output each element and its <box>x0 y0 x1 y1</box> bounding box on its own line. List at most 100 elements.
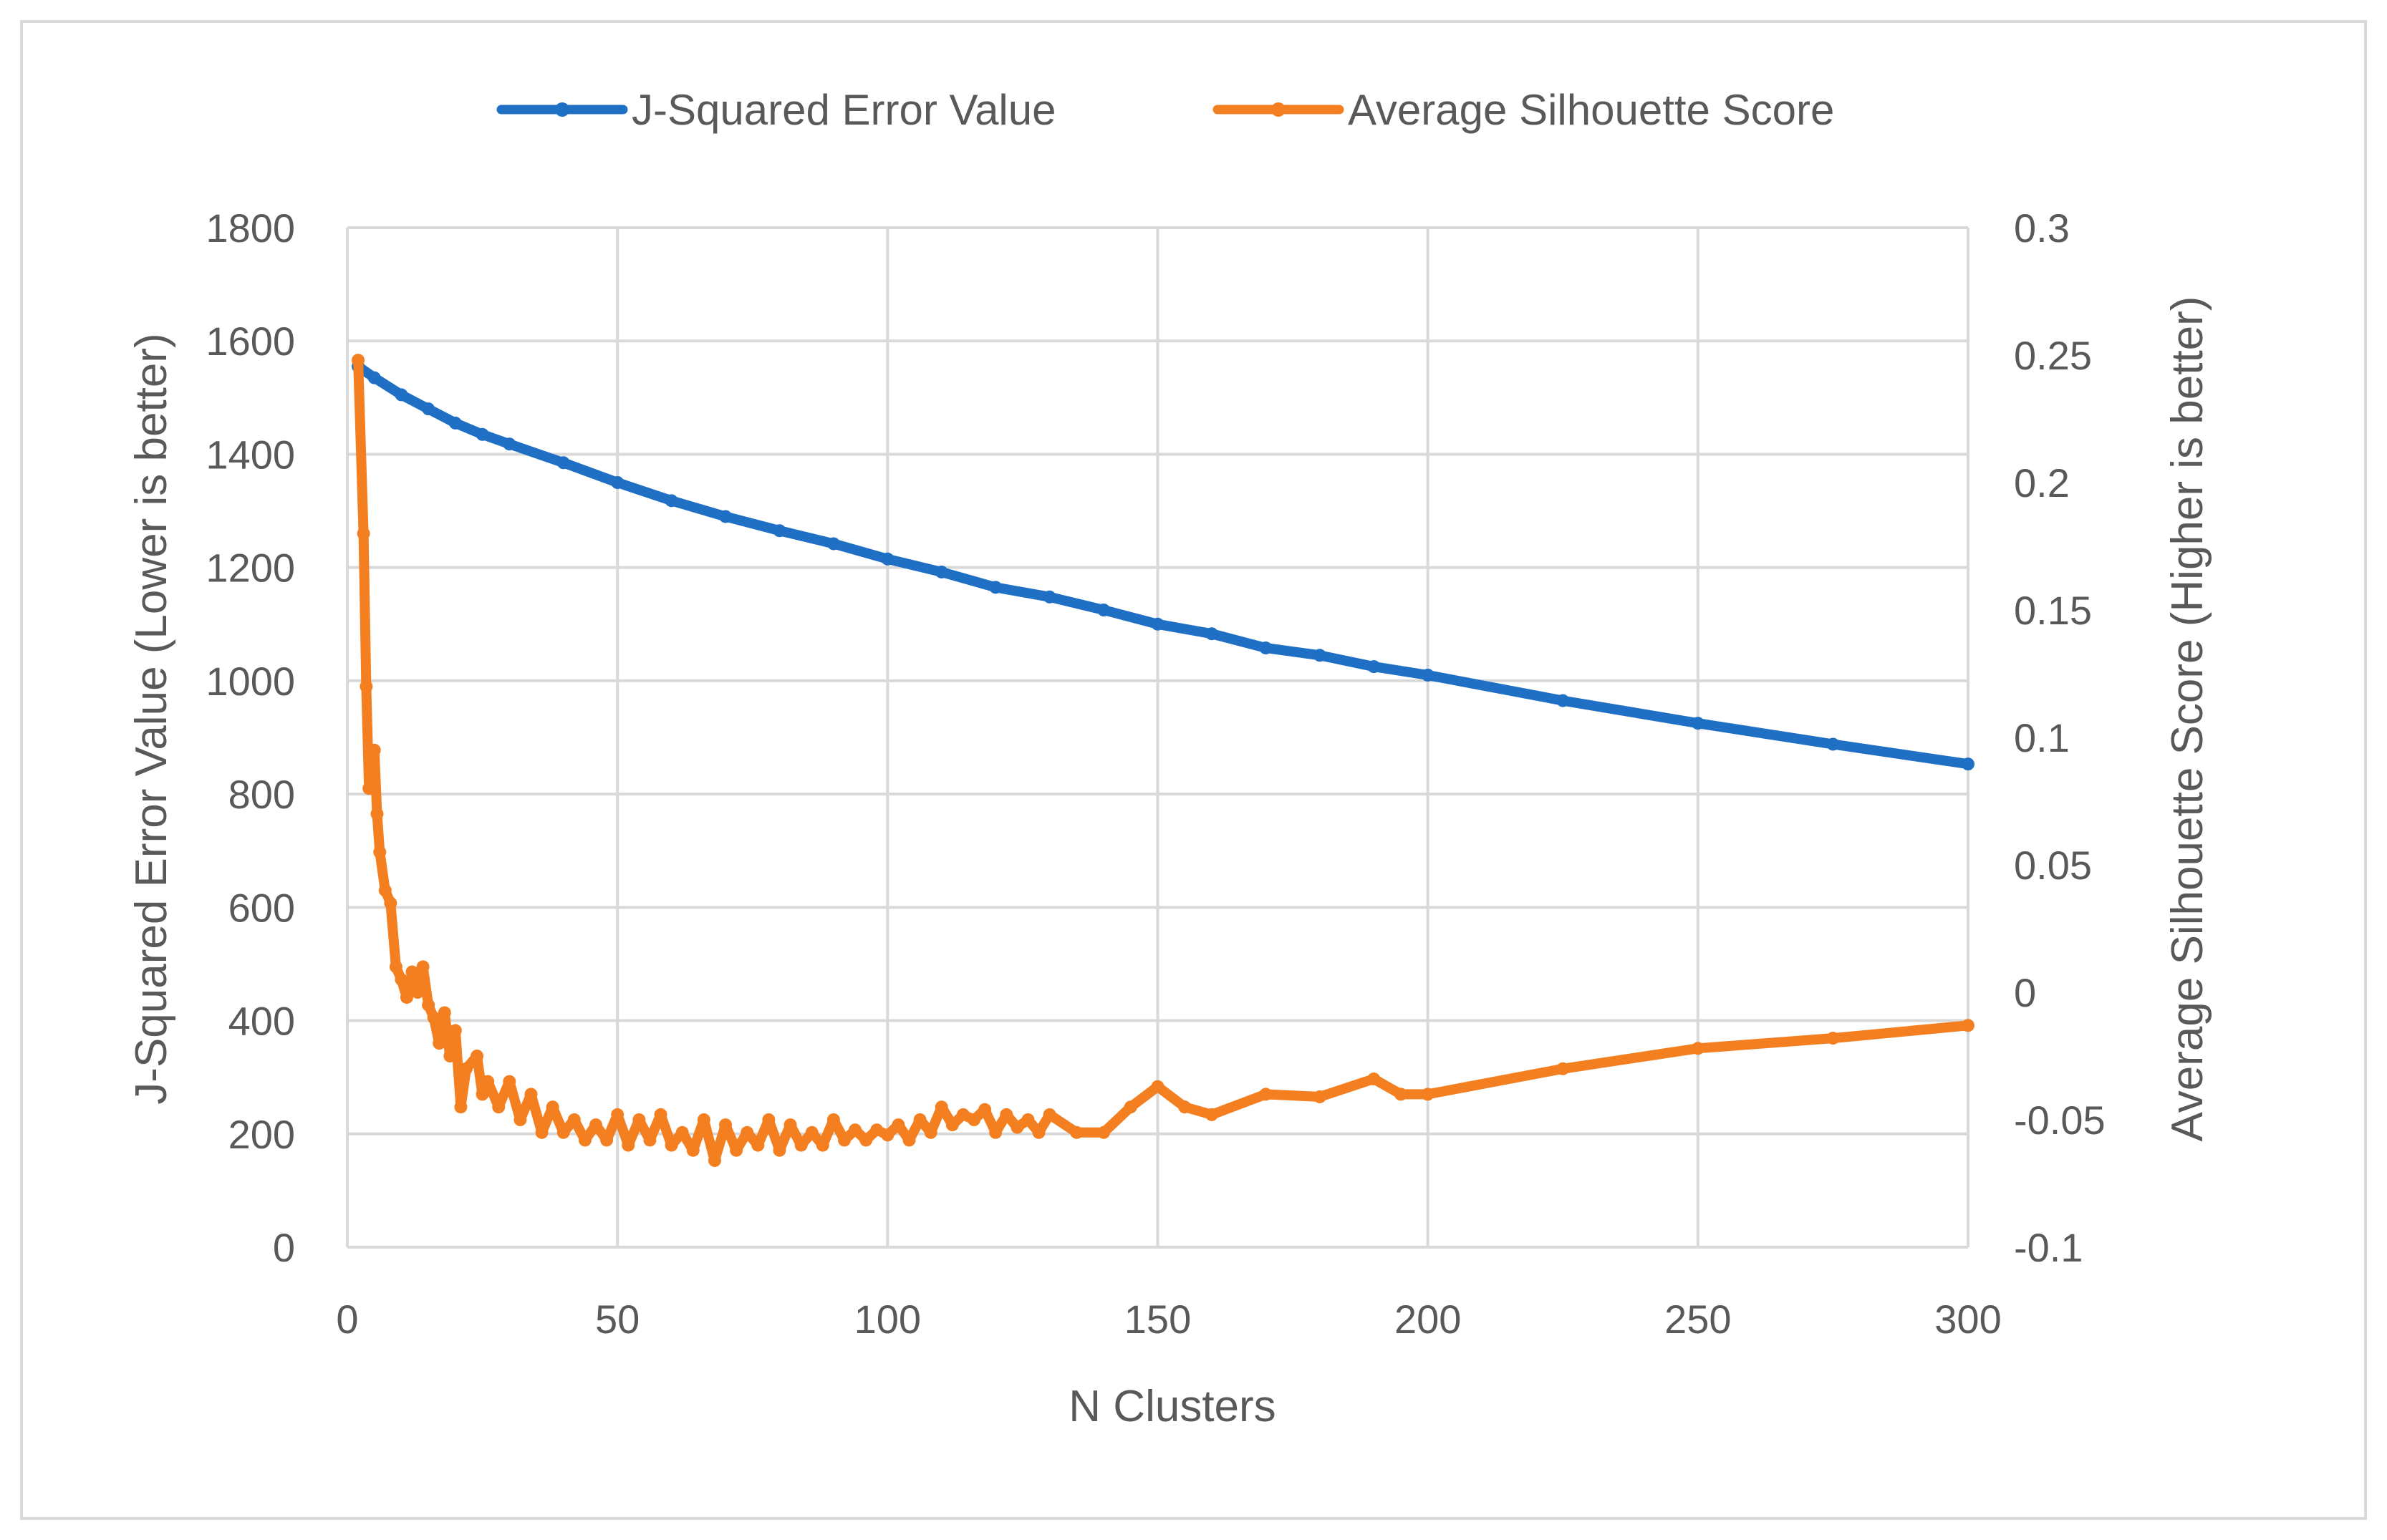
series-1-point-57 <box>826 1113 840 1126</box>
series-1-point-5 <box>370 807 384 820</box>
x-tick-label-4: 200 <box>1394 1297 1461 1342</box>
y2-tick-label-0: -0.1 <box>2014 1225 2083 1270</box>
series-1-point-63 <box>892 1118 905 1132</box>
series-layer <box>352 354 1974 1167</box>
y2-tick-label-5: 0.15 <box>2014 588 2092 633</box>
series-1-point-16 <box>427 1011 440 1025</box>
series-0-point-10 <box>719 510 733 523</box>
y-tick-label-8: 1600 <box>206 319 295 364</box>
series-1-point-71 <box>978 1103 992 1116</box>
series-1-point-27 <box>503 1075 516 1088</box>
series-line-0 <box>353 361 1973 770</box>
series-1-point-60 <box>859 1133 873 1147</box>
series-1-point-17 <box>433 1037 446 1050</box>
y-tick-label-3: 600 <box>228 885 295 930</box>
legend-marker-j-squared <box>555 102 569 117</box>
series-0-point-17 <box>1097 604 1111 616</box>
series-0-point-19 <box>1205 627 1218 641</box>
y2-tick-label-1: -0.05 <box>2014 1098 2106 1143</box>
series-0-point-12 <box>826 537 840 551</box>
series-1-point-28 <box>513 1113 527 1126</box>
series-1-point-4 <box>367 743 381 757</box>
series-0-point-26 <box>1826 737 1840 751</box>
series-1-point-0 <box>352 354 365 367</box>
grid-layer <box>346 226 1969 1249</box>
series-1-point-76 <box>1032 1125 1046 1139</box>
series-1-point-40 <box>643 1133 657 1147</box>
series-1-point-41 <box>654 1108 667 1121</box>
series-1-point-59 <box>849 1123 862 1137</box>
series-1-point-79 <box>1097 1125 1111 1139</box>
series-1-point-29 <box>524 1088 538 1101</box>
series-1-point-85 <box>1313 1090 1326 1103</box>
series-1-point-82 <box>1178 1100 1192 1114</box>
series-1-point-74 <box>1011 1120 1024 1134</box>
series-1-point-13 <box>411 986 425 999</box>
series-1-point-49 <box>741 1125 754 1139</box>
series-1-point-22 <box>459 1062 473 1075</box>
chart-frame <box>20 20 2367 1520</box>
series-1-point-25 <box>481 1075 495 1088</box>
series-0-point-5 <box>476 427 489 441</box>
series-1-point-91 <box>1826 1032 1840 1045</box>
series-1-point-51 <box>762 1113 776 1126</box>
series-1-point-20 <box>448 1024 462 1037</box>
series-1-point-35 <box>589 1118 602 1132</box>
series-1-point-31 <box>546 1100 559 1114</box>
y-tick-label-9: 1800 <box>206 205 295 251</box>
series-1-point-42 <box>665 1138 678 1152</box>
series-1-point-88 <box>1421 1088 1434 1101</box>
x-tick-label-1: 50 <box>595 1297 640 1342</box>
x-tick-label-0: 0 <box>336 1297 358 1342</box>
series-1-point-43 <box>675 1125 689 1139</box>
series-0-point-6 <box>503 437 516 451</box>
series-1-point-56 <box>816 1138 829 1152</box>
y2-tick-label-2: 0 <box>2014 970 2036 1015</box>
series-0-point-11 <box>773 524 786 538</box>
series-1-point-9 <box>389 960 402 974</box>
y-tick-label-0: 0 <box>273 1225 295 1270</box>
series-1-point-6 <box>373 846 387 859</box>
x-axis-title: N Clusters <box>1069 1382 1276 1431</box>
series-0-point-15 <box>989 581 1003 594</box>
x-tick-label-2: 100 <box>854 1297 921 1342</box>
series-1-point-66 <box>924 1125 937 1139</box>
legend-marker-silhouette <box>1271 102 1286 117</box>
series-1-point-7 <box>378 883 392 897</box>
x-axis-ticks: 0 50 100 150 200 250 300 <box>336 1297 2001 1342</box>
y-tick-label-5: 1000 <box>206 659 295 704</box>
series-1-point-84 <box>1259 1088 1273 1101</box>
series-1-point-45 <box>697 1113 710 1126</box>
series-0-point-21 <box>1313 649 1326 662</box>
y-axis-ticks: 0 200 400 600 800 1000 1200 1400 1600 1800 <box>206 205 295 1270</box>
series-0-point-14 <box>935 565 948 578</box>
series-0-point-1 <box>367 371 381 384</box>
y-tick-label-2: 400 <box>228 999 295 1044</box>
series-1-point-50 <box>751 1138 765 1152</box>
series-1-point-18 <box>438 1006 451 1020</box>
series-1-point-65 <box>913 1113 927 1126</box>
series-1-point-67 <box>935 1100 948 1114</box>
series-1-point-83 <box>1205 1108 1218 1121</box>
y2-axis-title: Average Silhouette Score (Higher is bett… <box>2163 296 2212 1142</box>
series-1-point-33 <box>567 1113 581 1126</box>
y-tick-label-1: 200 <box>228 1112 295 1157</box>
series-1-point-39 <box>632 1113 646 1126</box>
series-1-point-70 <box>968 1113 981 1126</box>
series-1-point-68 <box>945 1118 959 1132</box>
series-1-point-80 <box>1124 1100 1137 1114</box>
series-1-point-78 <box>1070 1125 1084 1139</box>
series-1-point-69 <box>956 1108 970 1121</box>
y-axis-title: J-Squared Error Value (Lower is better) <box>127 333 176 1104</box>
series-1-point-58 <box>837 1133 851 1147</box>
x-tick-label-6: 300 <box>1934 1297 2001 1342</box>
series-1-point-53 <box>783 1118 797 1132</box>
series-1-point-3 <box>362 782 376 795</box>
series-1-point-19 <box>443 1050 457 1062</box>
series-1-point-21 <box>454 1100 468 1114</box>
series-1-point-15 <box>422 998 435 1012</box>
series-0-point-22 <box>1367 660 1381 674</box>
series-1-point-87 <box>1394 1088 1407 1101</box>
series-1-point-14 <box>416 960 430 974</box>
